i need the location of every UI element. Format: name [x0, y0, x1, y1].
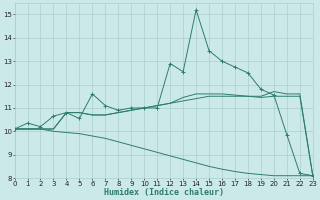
X-axis label: Humidex (Indice chaleur): Humidex (Indice chaleur) — [104, 188, 224, 197]
